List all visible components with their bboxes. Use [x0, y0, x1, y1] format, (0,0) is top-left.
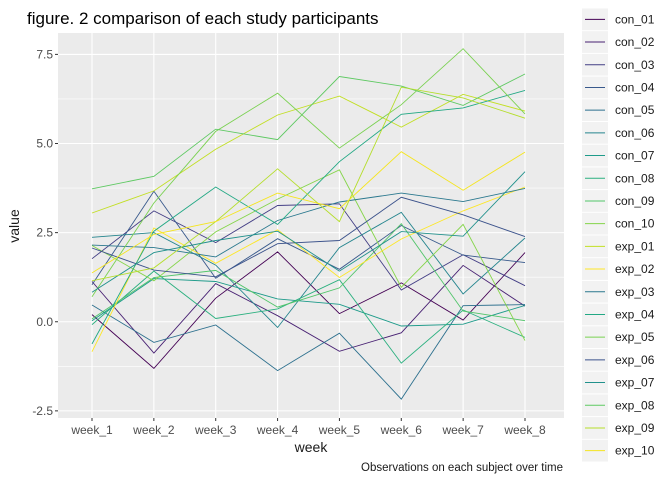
x-tick-label: week_3	[194, 423, 237, 437]
legend-label: exp_10	[615, 444, 655, 458]
series-line-exp-09	[91, 86, 526, 282]
legend-label: exp_06	[615, 353, 655, 367]
legend-label: exp_02	[615, 262, 655, 276]
series-line-con-06	[91, 211, 526, 329]
y-tick-label: 2.5	[36, 226, 53, 240]
legend-label: con_06	[615, 126, 655, 140]
legend-label: con_01	[615, 12, 655, 26]
series-line-exp-08	[91, 73, 526, 190]
series-line-exp-05	[91, 48, 526, 298]
legend-label: exp_07	[615, 376, 655, 390]
legend-label: exp_04	[615, 307, 655, 321]
legend-label: con_05	[615, 103, 655, 117]
legend-label: con_09	[615, 194, 655, 208]
series-line-con-10	[91, 169, 526, 341]
series-line-con-05	[91, 304, 526, 400]
legend-label: con_03	[615, 58, 655, 72]
legend-label: con_08	[615, 171, 655, 185]
series-line-exp-02	[91, 186, 526, 352]
legend-label: con_07	[615, 149, 655, 163]
x-axis: week_1 week_2 week_3 week_4 week_5 week_6 week…	[70, 418, 546, 437]
legend-label: exp_03	[615, 285, 655, 299]
x-tick-label: week_8	[503, 423, 546, 437]
x-tick-label: week_2	[132, 423, 175, 437]
legend-label: exp_05	[615, 330, 655, 344]
y-tick-label: 0.0	[36, 315, 53, 329]
grid-layer	[58, 33, 564, 418]
series-line-con-09	[91, 222, 526, 322]
chart-title: figure. 2 comparison of each study parti…	[27, 9, 379, 28]
legend: con_01 con_02 con_03 con_04 con_05 con_06 con_…	[582, 8, 655, 462]
x-tick-label: week_6	[380, 423, 423, 437]
series-line-con-08	[91, 270, 526, 364]
x-axis-title: week	[294, 439, 329, 455]
y-tick-label: 5.0	[36, 137, 53, 151]
series-line-con-01	[91, 251, 526, 370]
series-layer	[91, 48, 526, 400]
x-tick-label: week_4	[256, 423, 299, 437]
series-line-exp-06	[91, 196, 526, 278]
series-line-exp-07	[91, 171, 526, 293]
x-tick-label: week_7	[441, 423, 484, 437]
series-line-exp-10	[91, 151, 526, 274]
series-line-exp-01	[91, 93, 526, 214]
x-tick-label: week_5	[318, 423, 361, 437]
y-tick-label: 7.5	[36, 47, 53, 61]
series-line-con-02	[91, 264, 526, 354]
y-axis-title: value	[6, 209, 22, 243]
y-axis: -2.5 0.0 2.5 5.0 7.5	[32, 47, 58, 418]
series-line-exp-03	[91, 187, 526, 258]
legend-label: con_02	[615, 35, 655, 49]
series-line-con-03	[91, 203, 526, 291]
chart-caption: Observations on each subject over time	[361, 462, 563, 474]
series-line-exp-04	[91, 89, 526, 345]
legend-label: exp_09	[615, 421, 655, 435]
legend-label: con_04	[615, 80, 655, 94]
x-tick-label: week_1	[70, 423, 113, 437]
legend-label: exp_01	[615, 239, 655, 253]
legend-label: con_10	[615, 217, 655, 231]
y-tick-label: -2.5	[32, 404, 53, 418]
legend-label: exp_08	[615, 398, 655, 412]
plot-panel	[58, 33, 564, 418]
